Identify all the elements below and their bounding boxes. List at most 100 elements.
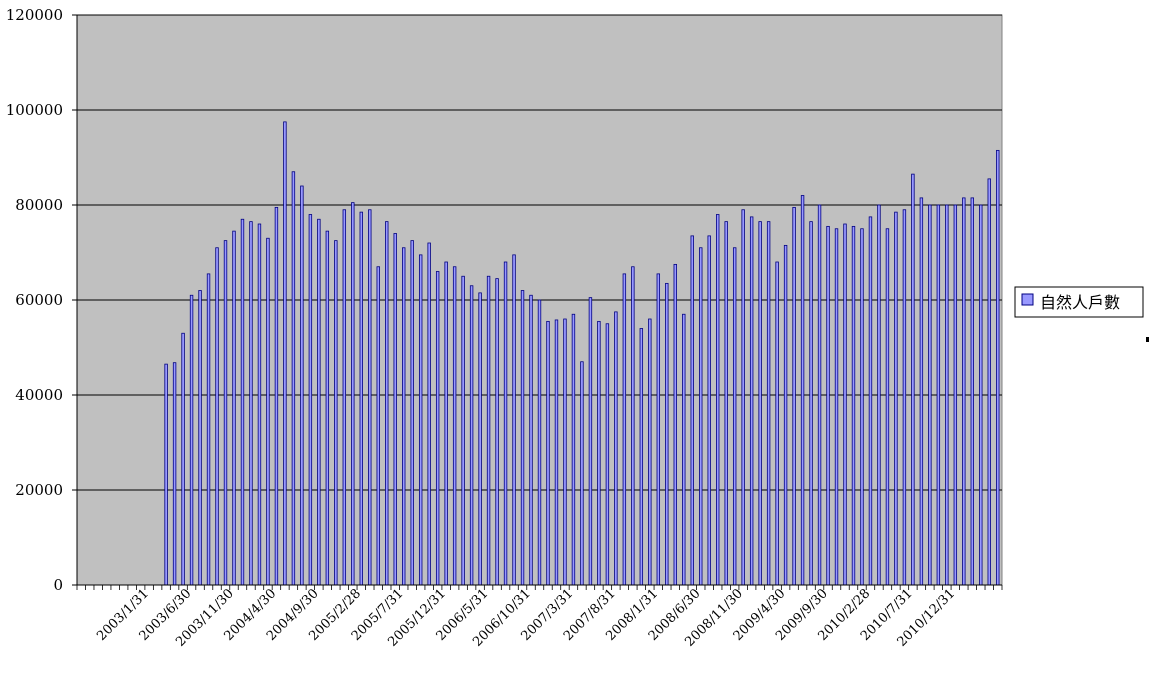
- bar: [580, 361, 584, 586]
- y-axis-ticks: 0 20000 40000 60000 80000 100000 120000: [6, 6, 63, 594]
- bar: [520, 290, 525, 586]
- bar: [919, 197, 924, 586]
- bar: [444, 261, 448, 586]
- bar: [266, 237, 270, 586]
- legend-label: 自然人戶數: [1040, 293, 1120, 312]
- bar: [351, 202, 355, 586]
- bar: [665, 282, 669, 586]
- bar: [274, 206, 279, 586]
- bar: [834, 228, 839, 586]
- bar: [435, 271, 440, 586]
- bar: [868, 216, 873, 586]
- bar: [885, 228, 890, 586]
- bar: [953, 204, 958, 586]
- bar: [902, 209, 907, 586]
- bar: [385, 221, 389, 586]
- bar: [707, 235, 711, 586]
- bar: [682, 313, 686, 586]
- y-tick-label: 120000: [6, 6, 63, 24]
- bar: [826, 225, 830, 586]
- bar: [495, 278, 499, 586]
- y-tick-label: 40000: [15, 386, 63, 404]
- bar: [317, 218, 321, 586]
- bar: [164, 363, 168, 586]
- bar: [656, 273, 661, 586]
- bar: [486, 275, 491, 586]
- bar: [732, 247, 737, 586]
- bar: [851, 225, 856, 586]
- bar: [970, 197, 974, 586]
- bar: [418, 254, 423, 586]
- x-axis-ticks: 2003/1/312003/6/302003/11/302004/4/30200…: [94, 586, 958, 650]
- bar: [172, 362, 177, 586]
- bar: [376, 266, 380, 586]
- bar: [215, 247, 219, 586]
- bar: [300, 185, 304, 586]
- bar: [741, 209, 745, 586]
- bar: [631, 266, 635, 586]
- bar: [648, 318, 652, 586]
- bar: [198, 290, 202, 586]
- legend-swatch: [1021, 293, 1034, 306]
- bar: [945, 204, 949, 586]
- bar: [699, 247, 703, 586]
- bar: [402, 247, 406, 586]
- bar: [622, 273, 627, 586]
- bar: [639, 328, 644, 586]
- bar: [325, 230, 330, 586]
- bar: [588, 297, 593, 586]
- bar: [690, 235, 694, 586]
- bar: [783, 244, 788, 586]
- bar: [987, 178, 991, 586]
- bar: [232, 230, 236, 586]
- bar: [257, 223, 262, 586]
- bar: [283, 121, 287, 586]
- bar: [817, 204, 822, 586]
- y-tick-label: 80000: [15, 196, 63, 214]
- bar: [427, 242, 431, 586]
- bar: [928, 204, 932, 586]
- bar: [860, 228, 864, 586]
- bar: [996, 149, 1000, 586]
- bar: [936, 204, 941, 586]
- y-tick-label: 20000: [15, 481, 63, 499]
- bar: [206, 273, 211, 586]
- bar: [673, 263, 677, 586]
- bar: [546, 320, 550, 586]
- bar: [792, 206, 796, 586]
- bar: [749, 216, 754, 586]
- bar: [478, 292, 482, 586]
- bar: [240, 218, 245, 586]
- bar: [359, 211, 363, 586]
- y-tick-label: 60000: [15, 291, 63, 309]
- bar: [469, 285, 474, 586]
- bar: [189, 294, 194, 586]
- bar: [766, 221, 771, 586]
- bar: [809, 221, 813, 586]
- bar: [554, 319, 559, 586]
- bar: [962, 197, 966, 586]
- bar: [605, 323, 610, 586]
- bar: [529, 294, 533, 586]
- y-tick-label: 100000: [6, 101, 63, 119]
- bar: [758, 221, 762, 586]
- bar: [563, 318, 567, 586]
- bar: [368, 209, 372, 586]
- legend-box: [1014, 286, 1144, 318]
- bar: [911, 173, 915, 586]
- y-tick-label: 0: [53, 576, 63, 594]
- bar: [410, 240, 414, 586]
- bar: [223, 240, 228, 586]
- bar: [461, 275, 465, 586]
- bar: [503, 261, 508, 586]
- bar: [597, 320, 601, 586]
- bar: [291, 171, 296, 586]
- bar: [249, 221, 253, 586]
- stray-mark: [1146, 337, 1149, 342]
- bar: [393, 233, 397, 586]
- bar: [342, 209, 347, 586]
- bar: [614, 311, 618, 586]
- bar: [877, 204, 881, 586]
- bar: [843, 223, 847, 586]
